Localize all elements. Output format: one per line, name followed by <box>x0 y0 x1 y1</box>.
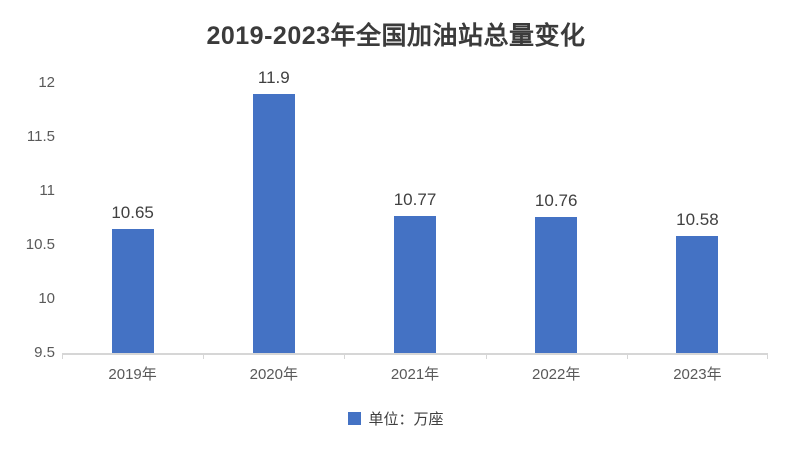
y-axis-tick-label: 11 <box>39 182 55 199</box>
x-axis-label-2022年: 2022年 <box>532 366 581 383</box>
legend-label: 单位：万座 <box>368 411 444 428</box>
legend: 单位：万座 <box>0 408 792 429</box>
bar-2023年 <box>676 236 719 353</box>
x-axis-label-2021年: 2021年 <box>390 366 440 383</box>
plot-area: 10.65 11.9 10.77 10.76 10.58 <box>62 68 768 359</box>
x-axis-tick <box>62 353 63 359</box>
bar-2021年 <box>394 215 436 353</box>
x-axis-tick <box>203 353 205 359</box>
x-axis-tick <box>344 353 346 359</box>
y-axis-tick-label: 12 <box>38 74 55 91</box>
bar-2020年 <box>252 93 295 353</box>
x-axis-tick <box>626 353 628 359</box>
x-axis-label-2020年: 2020年 <box>249 366 298 383</box>
x-axis-label-2019年: 2019年 <box>108 366 157 383</box>
data-label-2023年: 10.58 <box>676 210 719 230</box>
x-axis-tick <box>767 353 768 359</box>
bar-2019年 <box>111 228 154 353</box>
x-axis-label-2023年: 2023年 <box>673 366 722 383</box>
data-label-2022年: 10.76 <box>534 190 578 210</box>
bar-2022年 <box>535 216 578 353</box>
chart-title: 2019-2023年全国加油站总量变化 <box>206 22 586 50</box>
data-label-2021年: 10.77 <box>393 189 437 209</box>
y-axis-tick-label: 10.5 <box>25 236 55 253</box>
y-axis-tick-label: 11.5 <box>26 128 55 145</box>
legend-swatch <box>348 412 362 425</box>
data-label-2020年: 11.9 <box>257 67 290 87</box>
data-label-2019年: 10.65 <box>111 202 154 222</box>
y-axis-tick-label: 10 <box>38 290 55 307</box>
x-axis-tick <box>485 353 487 359</box>
y-axis-tick-label: 9.5 <box>34 344 55 361</box>
x-axis-line <box>62 353 768 355</box>
